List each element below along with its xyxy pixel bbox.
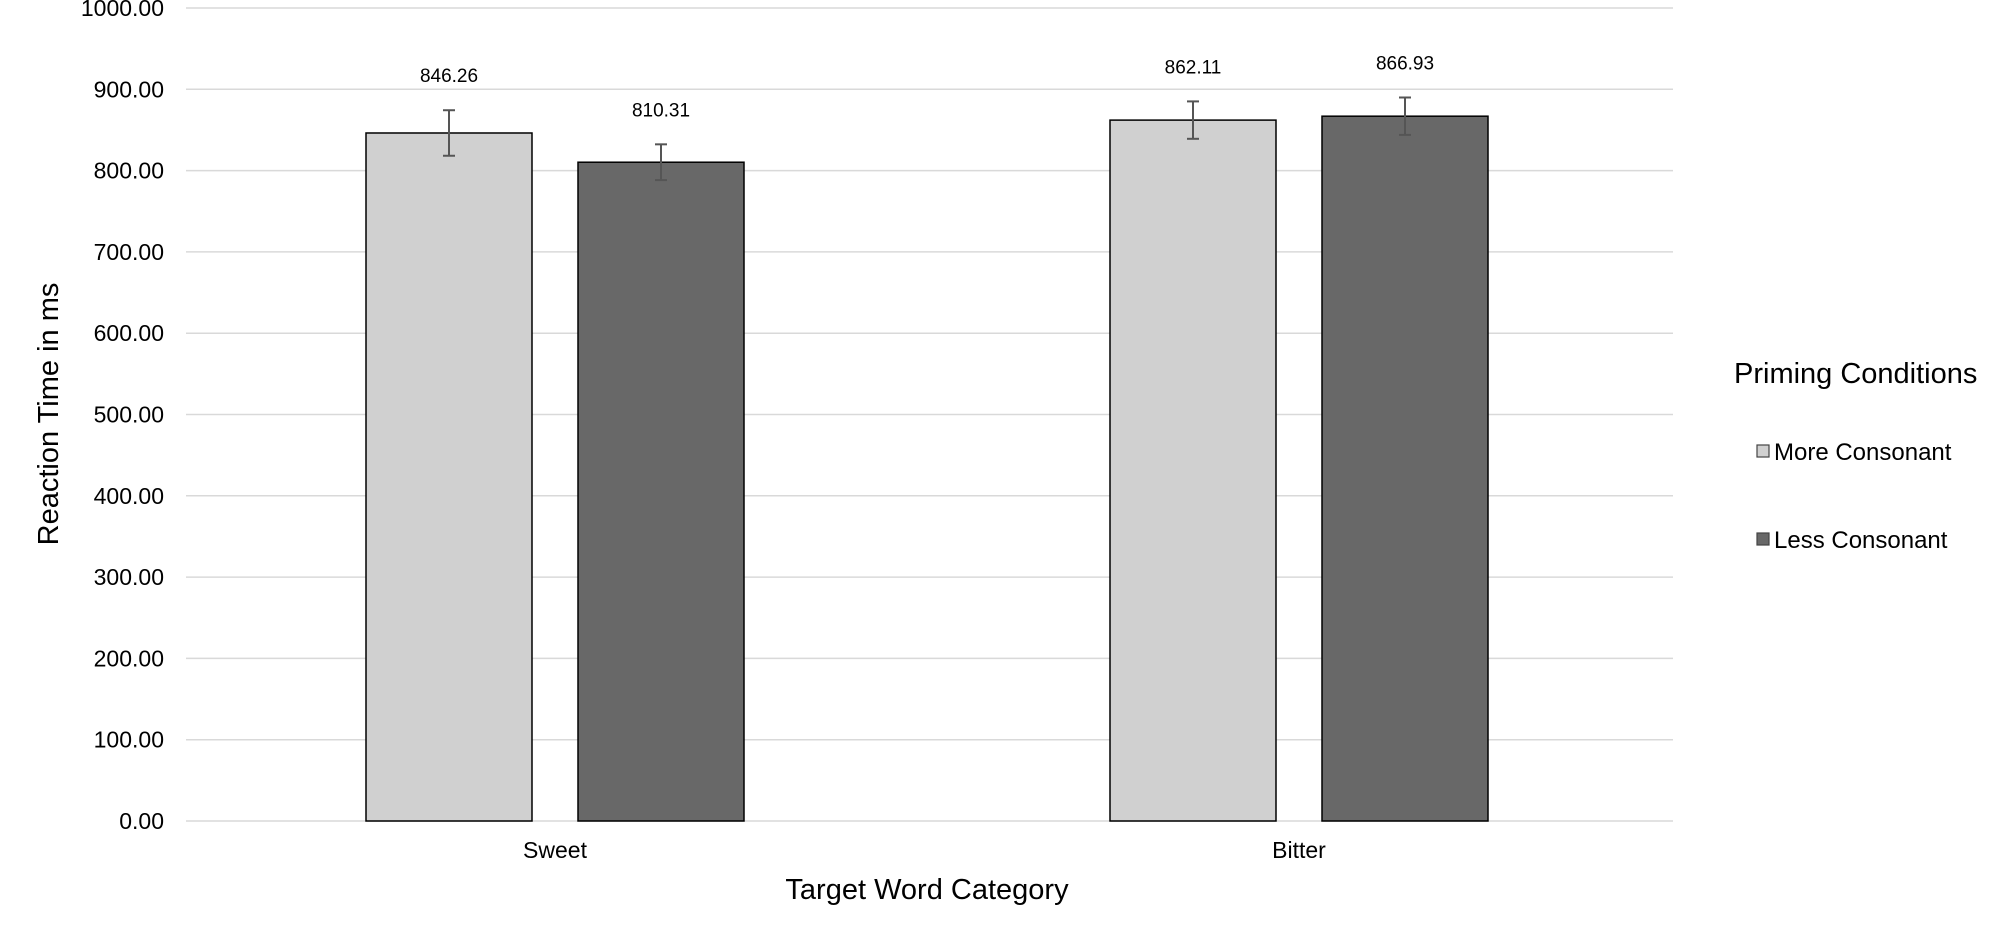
legend-items: More Consonant Less Consonant <box>1756 439 1952 554</box>
bar <box>365 132 533 822</box>
x-axis-categories: Sweet Bitter <box>523 837 1326 863</box>
data-labels: 846.26 862.11 810.31 866.93 <box>420 53 1434 121</box>
y-tick-label: 600.00 <box>94 320 164 346</box>
data-label: 846.26 <box>420 66 478 87</box>
bar <box>1109 119 1277 822</box>
legend-item-label: More Consonant <box>1774 439 1952 466</box>
y-tick-label: 900.00 <box>94 76 164 102</box>
x-tick-label: Sweet <box>523 837 588 863</box>
y-tick-label: 1000.00 <box>81 0 164 21</box>
data-label: 866.93 <box>1376 53 1434 74</box>
data-label: 862.11 <box>1165 57 1222 78</box>
y-tick-label: 800.00 <box>94 158 164 184</box>
y-axis-title: Reaction Time in ms <box>33 283 65 546</box>
legend: Priming Conditions More Consonant Less Co… <box>1734 358 1977 554</box>
bars <box>365 115 1489 822</box>
bar <box>1321 115 1489 822</box>
y-tick-label: 300.00 <box>94 564 164 590</box>
legend-swatch <box>1756 444 1770 458</box>
legend-title: Priming Conditions <box>1734 358 1977 390</box>
y-axis-ticks: 0.00 100.00 200.00 300.00 400.00 500.00 600.00… <box>81 0 164 834</box>
x-axis-title: Target Word Category <box>785 874 1069 906</box>
data-label: 810.31 <box>632 100 690 121</box>
x-tick-label: Bitter <box>1272 837 1326 863</box>
y-tick-label: 500.00 <box>94 402 164 428</box>
y-tick-label: 200.00 <box>94 645 164 671</box>
y-tick-label: 0.00 <box>119 808 164 834</box>
error-bars <box>443 96 1411 182</box>
bar <box>577 161 745 822</box>
legend-swatch <box>1756 532 1770 546</box>
y-tick-label: 100.00 <box>94 727 164 753</box>
y-tick-label: 700.00 <box>94 239 164 265</box>
legend-item-label: Less Consonant <box>1774 527 1948 554</box>
y-tick-label: 400.00 <box>94 483 164 509</box>
